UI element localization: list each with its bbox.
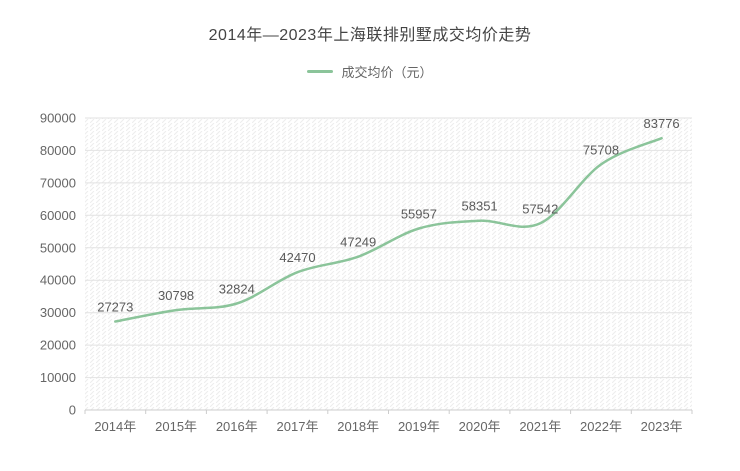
x-axis-tick-label: 2020年 xyxy=(459,419,501,434)
data-point-label: 58351 xyxy=(462,199,498,214)
x-axis-tick-label: 2014年 xyxy=(94,419,136,434)
x-axis-tick-label: 2021年 xyxy=(519,419,561,434)
y-axis-tick-label: 60000 xyxy=(40,208,76,223)
y-axis-tick-label: 10000 xyxy=(40,370,76,385)
y-axis-tick-label: 40000 xyxy=(40,273,76,288)
x-axis-tick-label: 2023年 xyxy=(641,419,683,434)
y-axis-tick-label: 90000 xyxy=(40,111,76,126)
legend-item[interactable]: 成交均价（元） xyxy=(0,63,740,80)
x-axis-tick-label: 2016年 xyxy=(216,419,258,434)
y-axis-tick-label: 80000 xyxy=(40,143,76,158)
legend-label: 成交均价（元） xyxy=(341,64,433,80)
data-point-label: 30798 xyxy=(158,288,194,303)
series-line[interactable] xyxy=(114,136,663,323)
data-point-label: 42470 xyxy=(279,250,315,265)
y-axis-tick-label: 70000 xyxy=(40,175,76,190)
y-axis-tick-label: 50000 xyxy=(40,240,76,255)
plot-area-background xyxy=(85,118,692,410)
data-point-label: 57542 xyxy=(522,201,558,216)
x-axis-tick-label: 2015年 xyxy=(155,419,197,434)
data-point-label: 47249 xyxy=(340,235,376,250)
price-trend-line-chart: 0 10000 20000 30000 40000 50000 60000 70000 8000… xyxy=(40,111,693,434)
x-axis-tick-label: 2018年 xyxy=(337,419,379,434)
x-axis-tick-label: 2017年 xyxy=(277,419,319,434)
x-axis-tick-label: 2022年 xyxy=(580,419,622,434)
data-point-label: 75708 xyxy=(583,142,619,157)
data-point-label: 32824 xyxy=(219,282,255,297)
y-axis-tick-label: 20000 xyxy=(40,338,76,353)
data-point-label: 27273 xyxy=(97,300,133,315)
x-axis-tick-label: 2019年 xyxy=(398,419,440,434)
legend-line-icon xyxy=(307,69,334,73)
chart-title: 2014年—2023年上海联排别墅成交均价走势 xyxy=(208,27,532,44)
y-axis-tick-label: 0 xyxy=(69,403,76,418)
data-point-label: 83776 xyxy=(644,116,680,131)
data-point-label: 55957 xyxy=(401,207,437,222)
y-axis-tick-label: 30000 xyxy=(40,305,76,320)
